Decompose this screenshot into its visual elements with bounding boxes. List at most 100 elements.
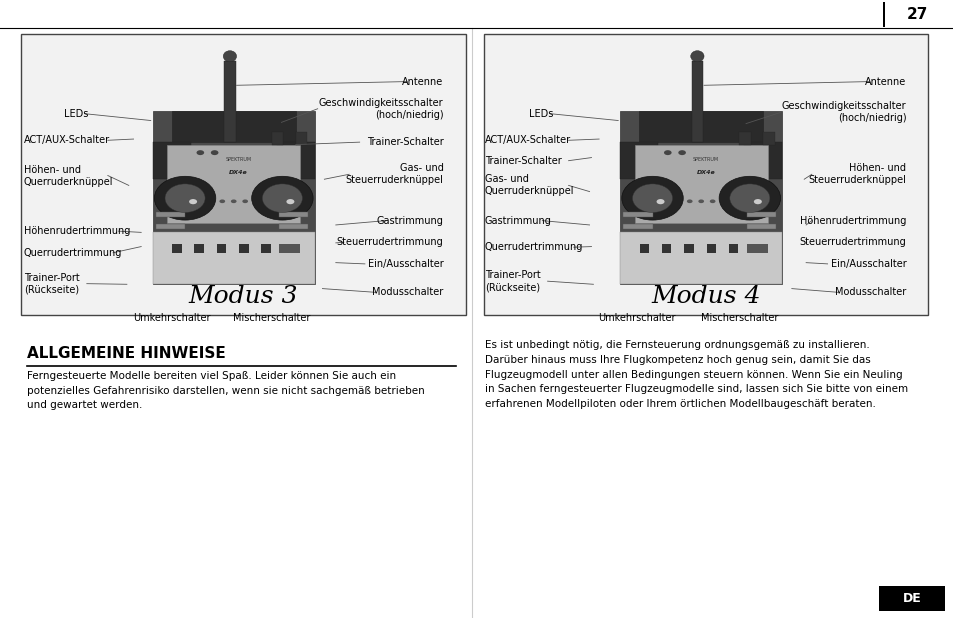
Text: Höhen- und
Querruderknüppel: Höhen- und Querruderknüppel xyxy=(24,164,113,187)
Ellipse shape xyxy=(678,150,685,155)
Text: Ferngesteuerte Modelle bereiten viel Spaß. Leider können Sie auch ein
potenziell: Ferngesteuerte Modelle bereiten viel Spa… xyxy=(27,371,424,410)
Bar xyxy=(279,224,308,229)
Text: Steuerrudertrimmung: Steuerrudertrimmung xyxy=(336,237,443,247)
Bar xyxy=(619,232,781,284)
Text: Modusschalter: Modusschalter xyxy=(834,287,905,297)
Bar xyxy=(878,586,944,611)
Ellipse shape xyxy=(262,184,302,213)
Text: Antenne: Antenne xyxy=(864,77,905,87)
Ellipse shape xyxy=(231,200,236,203)
Bar xyxy=(172,245,181,253)
Ellipse shape xyxy=(189,199,197,204)
Bar xyxy=(619,111,781,284)
Text: LEDs: LEDs xyxy=(64,109,89,119)
Text: SPEKTRUM: SPEKTRUM xyxy=(225,157,252,162)
Ellipse shape xyxy=(223,51,236,62)
Bar xyxy=(746,212,775,217)
Text: Mischerschalter: Mischerschalter xyxy=(700,313,778,323)
Text: Geschwindigkeitsschalter
(hoch/niedrig): Geschwindigkeitsschalter (hoch/niedrig) xyxy=(781,101,905,124)
Text: 27: 27 xyxy=(906,7,927,22)
Bar xyxy=(746,245,767,253)
Text: Querrudertrimmung: Querrudertrimmung xyxy=(24,248,122,258)
Bar xyxy=(882,2,884,27)
Ellipse shape xyxy=(709,200,715,203)
Bar xyxy=(155,212,185,217)
Bar xyxy=(194,245,204,253)
Ellipse shape xyxy=(196,150,204,155)
Text: Trainer-Port
(Rückseite): Trainer-Port (Rückseite) xyxy=(24,273,79,295)
Ellipse shape xyxy=(663,150,671,155)
Text: DX4e: DX4e xyxy=(696,170,715,175)
Bar xyxy=(639,111,762,142)
Bar xyxy=(224,61,235,142)
Text: Höhenrudertrimmung: Höhenrudertrimmung xyxy=(24,226,131,236)
Text: Modus 4: Modus 4 xyxy=(651,285,760,308)
Text: Trainer-Schalter: Trainer-Schalter xyxy=(484,156,560,166)
Ellipse shape xyxy=(154,176,215,220)
Ellipse shape xyxy=(686,200,692,203)
Ellipse shape xyxy=(286,199,294,204)
Ellipse shape xyxy=(753,199,761,204)
Ellipse shape xyxy=(632,184,672,213)
Bar xyxy=(706,245,716,253)
Text: Trainer-Port
(Rückseite): Trainer-Port (Rückseite) xyxy=(484,270,539,292)
Bar xyxy=(622,224,652,229)
Bar xyxy=(279,245,300,253)
Bar xyxy=(728,245,738,253)
Bar xyxy=(639,245,648,253)
Bar xyxy=(172,111,295,142)
Text: ALLGEMEINE HINWEISE: ALLGEMEINE HINWEISE xyxy=(27,346,225,361)
Text: Mischerschalter: Mischerschalter xyxy=(233,313,311,323)
Text: Höhen- und
Steuerruderknüppel: Höhen- und Steuerruderknüppel xyxy=(807,163,905,185)
Bar xyxy=(762,132,774,145)
Text: Höhenrudertrimmung: Höhenrudertrimmung xyxy=(799,216,905,226)
Bar xyxy=(483,34,927,315)
Text: Geschwindigkeitsschalter
(hoch/niedrig): Geschwindigkeitsschalter (hoch/niedrig) xyxy=(318,98,443,120)
Ellipse shape xyxy=(252,176,313,220)
Text: ACT/AUX-Schalter: ACT/AUX-Schalter xyxy=(484,135,570,145)
Bar xyxy=(619,142,658,179)
Bar xyxy=(155,224,185,229)
Ellipse shape xyxy=(165,184,205,213)
Text: Gastrimmung: Gastrimmung xyxy=(484,216,551,226)
Ellipse shape xyxy=(621,176,682,220)
Ellipse shape xyxy=(211,150,218,155)
Text: LEDs: LEDs xyxy=(529,109,554,119)
Bar xyxy=(634,145,767,223)
Text: Antenne: Antenne xyxy=(402,77,443,87)
Bar xyxy=(272,132,283,145)
Text: DE: DE xyxy=(902,591,921,605)
Bar xyxy=(276,142,314,179)
Bar xyxy=(683,245,693,253)
Text: Modus 3: Modus 3 xyxy=(189,285,297,308)
Text: Steuerrudertrimmung: Steuerrudertrimmung xyxy=(799,237,905,247)
Text: DX4e: DX4e xyxy=(229,170,248,175)
Bar xyxy=(152,142,191,179)
Bar xyxy=(746,224,775,229)
Bar xyxy=(279,212,308,217)
Bar xyxy=(622,212,652,217)
Text: Gas- und
Steuerruderknüppel: Gas- und Steuerruderknüppel xyxy=(345,163,443,185)
Text: Ein/Ausschalter: Ein/Ausschalter xyxy=(830,259,905,269)
Bar xyxy=(295,132,307,145)
Text: Umkehrschalter: Umkehrschalter xyxy=(132,313,211,323)
Bar xyxy=(239,245,249,253)
Bar xyxy=(21,34,465,315)
Text: Ein/Ausschalter: Ein/Ausschalter xyxy=(368,259,443,269)
Ellipse shape xyxy=(242,200,248,203)
Ellipse shape xyxy=(219,200,225,203)
Text: SPEKTRUM: SPEKTRUM xyxy=(692,157,719,162)
Bar xyxy=(152,111,314,284)
Ellipse shape xyxy=(656,199,664,204)
Ellipse shape xyxy=(719,176,780,220)
Text: Umkehrschalter: Umkehrschalter xyxy=(598,313,676,323)
Bar xyxy=(739,132,750,145)
Ellipse shape xyxy=(690,51,703,62)
Text: Querrudertrimmung: Querrudertrimmung xyxy=(484,242,582,252)
Text: Gas- und
Querruderknüppel: Gas- und Querruderknüppel xyxy=(484,174,574,197)
Text: Es ist unbedingt nötig, die Fernsteuerung ordnungsgemäß zu installieren.
Darüber: Es ist unbedingt nötig, die Fernsteuerun… xyxy=(484,340,907,409)
Bar xyxy=(743,142,781,179)
Bar xyxy=(167,145,300,223)
Ellipse shape xyxy=(729,184,769,213)
Text: Modusschalter: Modusschalter xyxy=(372,287,443,297)
